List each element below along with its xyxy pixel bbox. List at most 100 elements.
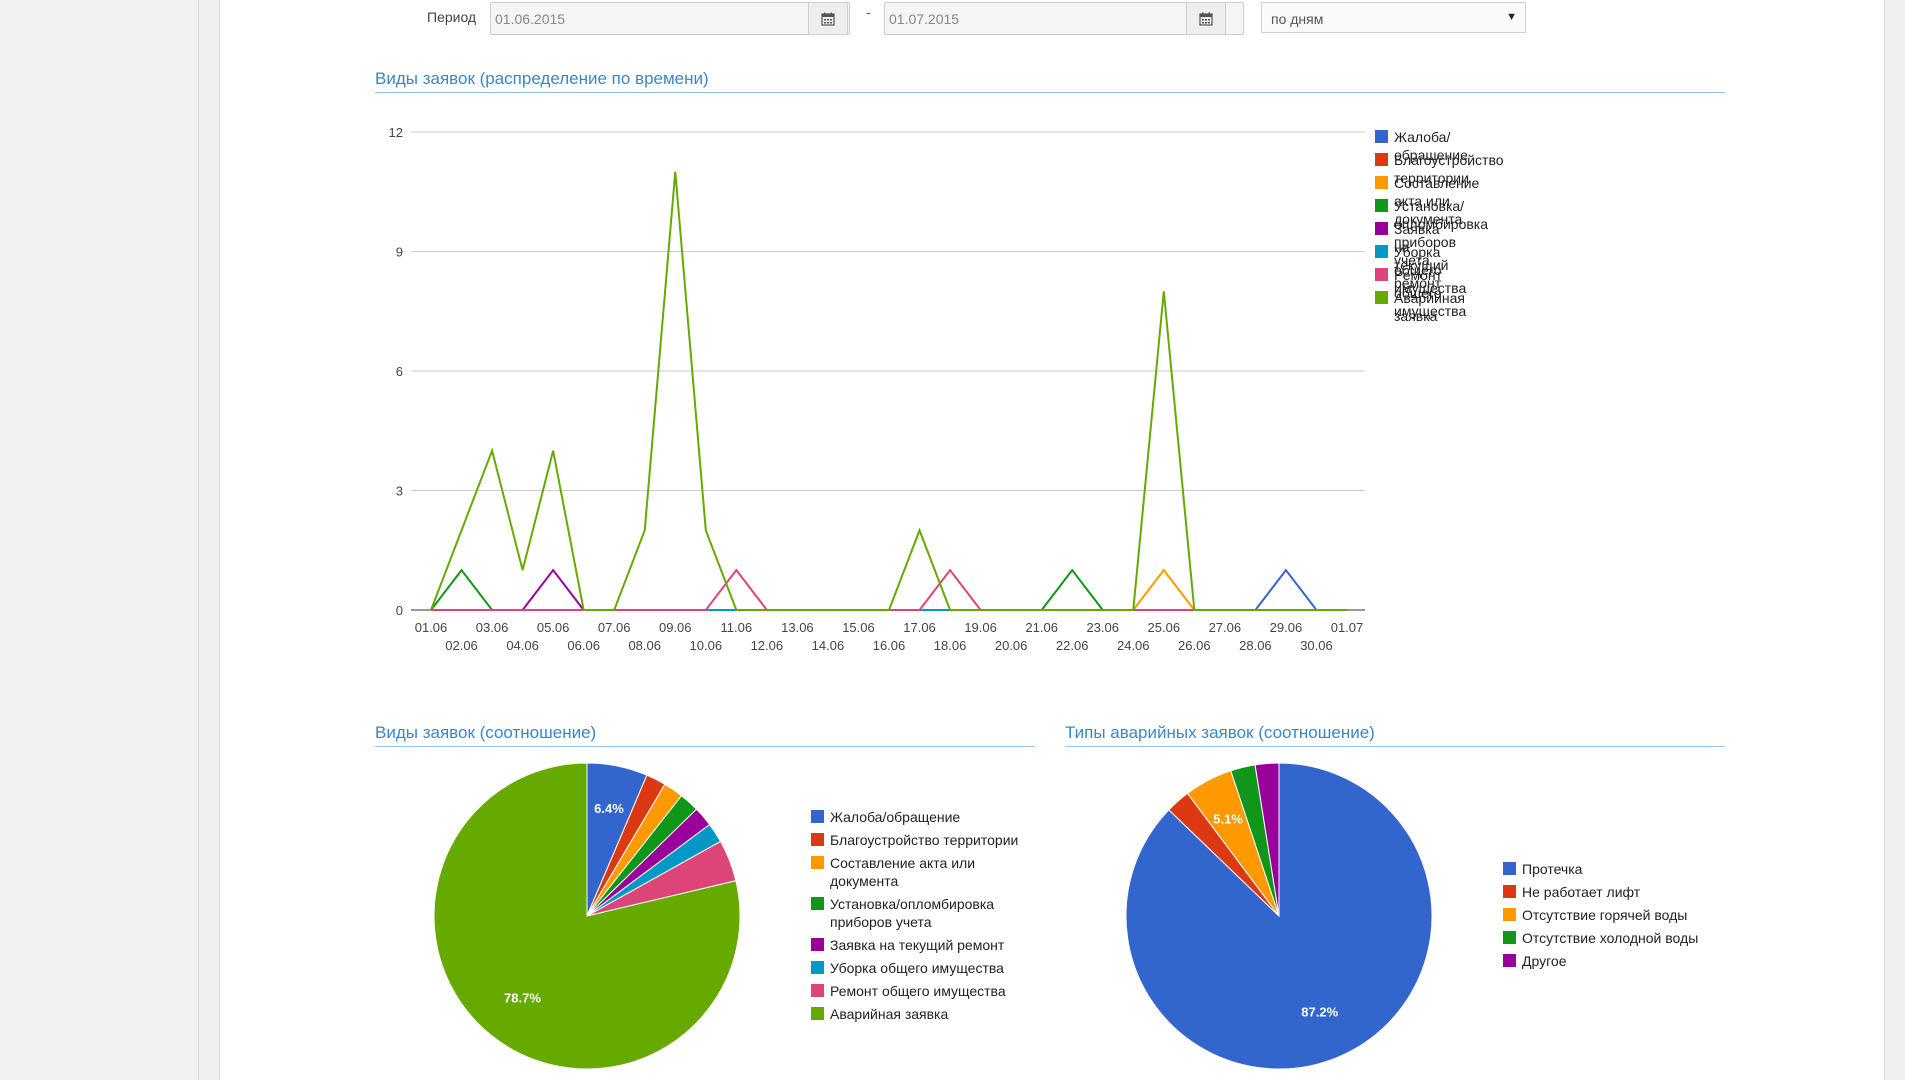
y-tick-label: 6: [396, 364, 403, 379]
x-tick-label: 25.06: [1148, 620, 1181, 635]
x-tick-label: 02.06: [445, 638, 478, 653]
left-sidebar: [0, 0, 199, 1080]
y-tick-label: 0: [396, 603, 403, 618]
x-tick-label: 01.07: [1331, 620, 1364, 635]
legend-swatch: [1503, 862, 1516, 875]
legend-swatch: [1375, 199, 1388, 212]
legend-item: Протечка: [1503, 860, 1723, 878]
legend-item: Благоустройство территории: [1375, 151, 1504, 187]
legend-swatch: [811, 1007, 824, 1020]
legend-swatch: [1375, 153, 1388, 166]
x-tick-label: 29.06: [1270, 620, 1303, 635]
x-tick-label: 30.06: [1300, 638, 1333, 653]
legend-swatch: [1503, 908, 1516, 921]
pie-chart-2-title: Типы аварийных заявок (соотношение): [1065, 723, 1725, 747]
legend-item: Уборка общего имущества: [1375, 243, 1466, 297]
legend-swatch: [1503, 954, 1516, 967]
legend-swatch: [1503, 931, 1516, 944]
date-from-calendar-button[interactable]: [808, 2, 848, 35]
legend-item: Ремонт общего имущества: [1375, 266, 1466, 320]
x-tick-label: 26.06: [1178, 638, 1211, 653]
legend-label: Установка/опломбировка приборов учета: [830, 896, 995, 930]
x-tick-label: 07.06: [598, 620, 631, 635]
legend-label: Не работает лифт: [1522, 884, 1641, 900]
x-tick-label: 27.06: [1209, 620, 1242, 635]
line-chart-title: Виды заявок (распределение по времени): [375, 69, 1725, 93]
group-by-select[interactable]: по дням ▼: [1261, 2, 1526, 33]
legend-item: Составление акта или документа: [811, 854, 1031, 890]
legend-label: Ремонт общего имущества: [1394, 267, 1467, 319]
legend-item: Составление акта или документа: [1375, 174, 1479, 228]
calendar-icon: [821, 12, 835, 26]
legend-swatch: [1375, 245, 1388, 258]
legend-swatch: [1375, 176, 1388, 189]
x-tick-label: 04.06: [506, 638, 539, 653]
x-tick-label: 10.06: [690, 638, 723, 653]
date-to-input[interactable]: [884, 2, 1244, 35]
legend-item: Установка/опломбировка приборов учета: [1375, 197, 1488, 269]
legend-swatch: [1375, 130, 1388, 143]
legend-label: Отсутствие холодной воды: [1522, 930, 1699, 946]
date-from-input[interactable]: [490, 2, 850, 35]
legend-label: Ремонт общего имущества: [830, 983, 1006, 999]
x-tick-label: 12.06: [751, 638, 784, 653]
caret-down-icon: ▼: [1506, 11, 1517, 23]
legend-item: Благоустройство территории: [811, 831, 1031, 849]
x-tick-label: 22.06: [1056, 638, 1089, 653]
x-tick-label: 11.06: [721, 620, 753, 635]
y-tick-label: 12: [389, 125, 403, 140]
group-by-value: по дням: [1271, 11, 1324, 27]
date-separator: -: [866, 4, 871, 20]
series-line-item-8: [430, 171, 1347, 611]
x-tick-label: 13.06: [781, 620, 814, 635]
x-tick-label: 20.06: [995, 638, 1028, 653]
legend-swatch: [1503, 885, 1516, 898]
legend-swatch: [811, 961, 824, 974]
legend-item: Уборка общего имущества: [811, 959, 1031, 977]
legend-label: Благоустройство территории: [830, 832, 1019, 848]
calendar-icon: [1199, 12, 1213, 26]
legend-item: Жалоба/обращение: [1375, 128, 1468, 164]
pie-slice-label: 87.2%: [1301, 1005, 1338, 1020]
x-tick-label: 03.06: [476, 620, 509, 635]
legend-swatch: [811, 856, 824, 869]
x-tick-label: 06.06: [567, 638, 600, 653]
legend-label: Заявка на текущий ремонт: [1394, 221, 1449, 291]
legend-label: Благоустройство территории: [1394, 152, 1504, 186]
legend-swatch: [811, 938, 824, 951]
y-tick-label: 9: [396, 245, 403, 260]
legend-label: Заявка на текущий ремонт: [830, 937, 1005, 953]
legend-swatch: [811, 897, 824, 910]
legend-item: Заявка на текущий ремонт: [1375, 220, 1448, 292]
legend-label: Составление акта или документа: [830, 855, 976, 889]
legend-label: Аварийная заявка: [1394, 290, 1465, 324]
x-tick-label: 17.06: [903, 620, 936, 635]
x-tick-label: 16.06: [873, 638, 906, 653]
x-tick-label: 14.06: [812, 638, 845, 653]
legend-label: Уборка общего имущества: [830, 960, 1004, 976]
legend-label: Отсутствие горячей воды: [1522, 907, 1688, 923]
legend-swatch: [811, 833, 824, 846]
x-tick-label: 15.06: [842, 620, 875, 635]
legend-item: Установка/опломбировка приборов учета: [811, 895, 1031, 931]
legend-swatch: [1375, 268, 1388, 281]
legend-label: Уборка общего имущества: [1394, 244, 1467, 296]
x-tick-label: 28.06: [1239, 638, 1272, 653]
page-margin: [1885, 0, 1905, 1080]
pie-slice-label: 5.1%: [1213, 811, 1243, 826]
x-tick-label: 23.06: [1086, 620, 1119, 635]
x-tick-label: 08.06: [628, 638, 661, 653]
legend-swatch: [811, 810, 824, 823]
legend-item: Отсутствие холодной воды: [1503, 929, 1723, 947]
legend-label: Жалоба/обращение: [1394, 129, 1468, 163]
date-to-calendar-button[interactable]: [1186, 2, 1226, 35]
pie-slice-item-5: [1254, 762, 1280, 917]
x-tick-label: 09.06: [659, 620, 692, 635]
legend-item: Не работает лифт: [1503, 883, 1723, 901]
pie-chart-1-title: Виды заявок (соотношение): [375, 723, 1035, 747]
legend-item: Отсутствие горячей воды: [1503, 906, 1723, 924]
legend-swatch: [1375, 222, 1388, 235]
